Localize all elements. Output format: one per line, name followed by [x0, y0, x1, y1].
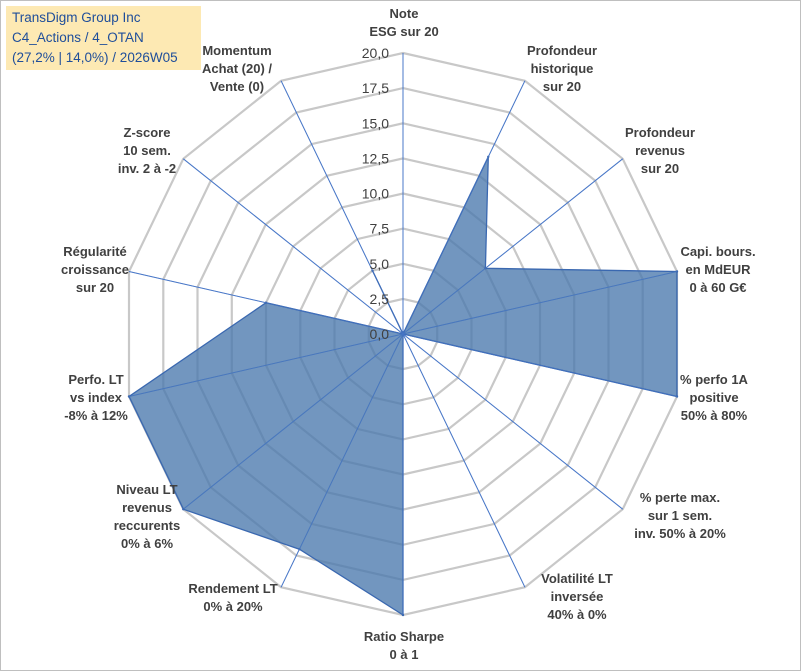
radar-spoke-overlay: [183, 333, 404, 510]
tick-label: 15,0: [362, 115, 389, 131]
radar-spoke-overlay: [280, 80, 404, 335]
axis-label: Momentum Achat (20) / Vente (0): [202, 43, 272, 94]
radar-spoke-overlay: [402, 333, 678, 397]
axis-label: Profondeur historique sur 20: [527, 43, 597, 94]
axis-label: Note ESG sur 20: [369, 6, 438, 39]
title-category: C4_Actions / 4_OTAN: [12, 30, 144, 45]
radar-spoke-overlay: [402, 271, 678, 335]
radar-series: [127, 53, 679, 617]
tick-label: 7,5: [370, 221, 390, 237]
axis-label: Z-score 10 sem. inv. 2 à -2: [118, 125, 176, 176]
radar-spoke-overlay: [183, 158, 404, 335]
axis-label: Perfo. LT vs index -8% à 12%: [64, 372, 128, 423]
axis-label: Ratio Sharpe 0 à 1: [364, 629, 444, 662]
radar-tick-labels: 0,0 2,5 5,0 7,5 10,0 12,5 15,0 17,5 20,0: [362, 45, 389, 342]
radar-axis-labels: Note ESG sur 20 Profondeur historique sur 20…: [61, 6, 756, 662]
tick-label: 2,5: [370, 291, 390, 307]
radar-spoke-overlay: [128, 271, 404, 335]
axis-label: % perfo 1A positive 50% à 80%: [680, 372, 749, 423]
radar-spoke-overlay: [280, 333, 404, 588]
radar-spoke-overlay: [402, 333, 526, 588]
tick-label: 12,5: [362, 150, 389, 166]
axis-label: % perte max. sur 1 sem. inv. 50% à 20%: [634, 490, 726, 541]
axis-label: Capi. bours. en MdEUR 0 à 60 G€: [680, 244, 755, 295]
radar-spoke-overlay: [402, 158, 623, 335]
tick-label: 0,0: [370, 326, 390, 342]
tick-label: 10,0: [362, 186, 389, 202]
tick-label: 5,0: [370, 256, 390, 272]
axis-label: Régularité croissance sur 20: [61, 244, 129, 295]
tick-label: 20,0: [362, 45, 389, 61]
axis-label: Niveau LT revenus reccurents 0% à 6%: [114, 482, 180, 551]
radar-spoke-overlay: [402, 333, 623, 510]
axis-label: Volatilité LT inversée 40% à 0%: [541, 571, 613, 622]
axis-label: Rendement LT 0% à 20%: [188, 581, 277, 614]
axis-label: Profondeur revenus sur 20: [625, 125, 695, 176]
chart-title-box: TransDigm Group Inc C4_Actions / 4_OTAN …: [6, 6, 201, 70]
title-company: TransDigm Group Inc: [12, 10, 141, 25]
title-stats: (27,2% | 14,0%) / 2026W05: [12, 50, 178, 65]
radar-spoke-overlay: [128, 333, 404, 397]
radar-spoke-overlay: [402, 80, 526, 335]
tick-label: 17,5: [362, 80, 389, 96]
